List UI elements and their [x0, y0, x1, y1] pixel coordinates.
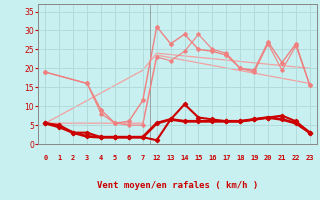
X-axis label: Vent moyen/en rafales ( km/h ): Vent moyen/en rafales ( km/h ) — [97, 181, 258, 190]
